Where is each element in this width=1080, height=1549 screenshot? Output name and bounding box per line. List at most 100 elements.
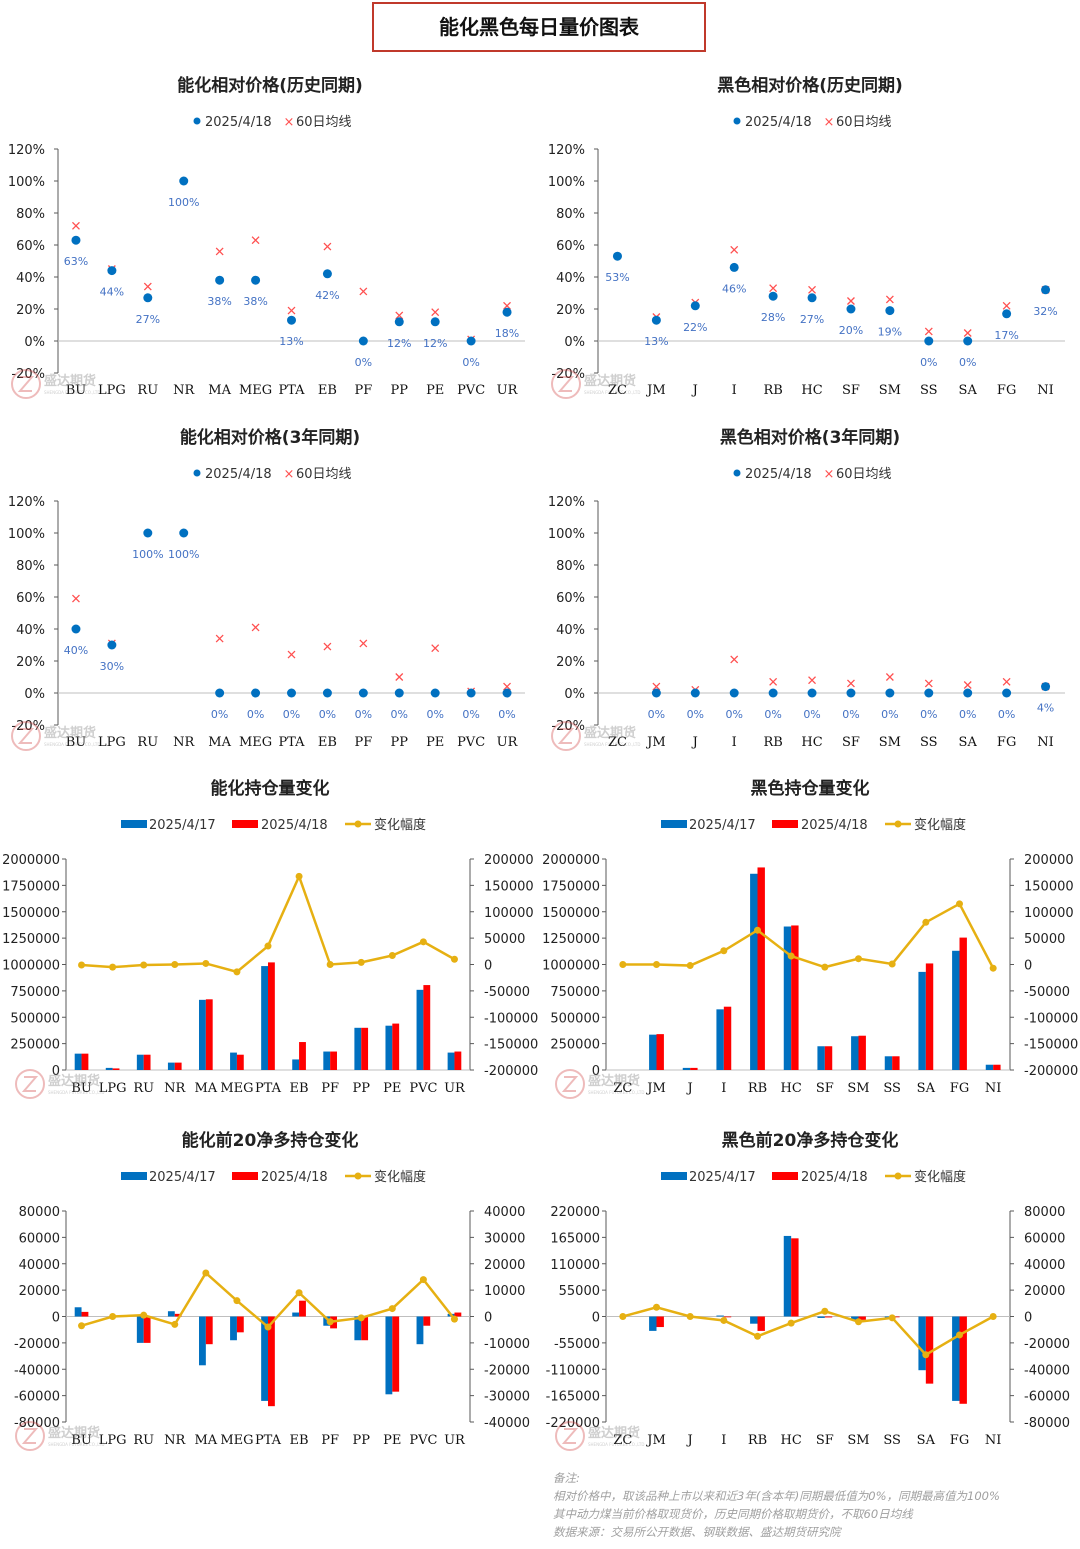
x-tick-label: LPG [98,735,126,750]
x-tick-label: LPG [99,1433,127,1448]
y-tick-label-left: 1500000 [2,906,60,921]
legend-label-curr: 2025/4/18 [801,818,868,833]
current-point [394,688,404,698]
x-tick-label: BU [71,1081,92,1096]
x-tick-label: PVC [409,1081,437,1096]
x-tick-label: BU [71,1433,92,1448]
data-label: 0% [920,708,937,721]
chem-net-chart: 能化前20净多持仓变化 2025/4/17 2025/4/18 变化幅度 80000 60… [0,1116,540,1461]
y-tick-label: 80% [16,207,45,222]
x-tick-label: PF [354,383,372,398]
y-tick-label: 120% [8,143,45,158]
current-point [287,315,296,325]
bar-curr [723,1316,732,1318]
y-tick-label-right: -50000 [484,985,530,1000]
watermark-icon-mark [557,376,575,392]
current-point [807,688,817,698]
bar-curr [959,937,967,1070]
ma60-mark [885,673,894,681]
legend-marker-ma60: × [284,467,295,482]
x-tick-label: MA [208,735,231,750]
data-label: 44% [100,286,124,299]
ma60-mark [730,245,739,254]
change-point [888,960,896,968]
current-point [729,262,739,272]
data-label: 0% [764,708,781,721]
bar-curr [791,1238,799,1317]
y-tick-label: 80% [556,559,585,574]
bar-curr [423,985,431,1070]
y-tick-label-right: -150000 [1024,1038,1078,1053]
y-tick-label-right: 20000 [1024,1284,1065,1299]
legend-swatch-prev [661,1172,687,1180]
ma60-mark [72,594,80,603]
ma60-mark [846,679,855,688]
data-label: 0% [998,708,1015,721]
y-tick-label: 20% [16,655,45,670]
current-point [502,688,512,698]
ferrous-net-chart: 黑色前20净多持仓变化 2025/4/17 2025/4/18 变化幅度 220000 1… [540,1116,1080,1461]
current-point [322,269,332,279]
bar-curr [268,1316,275,1407]
bar-prev [985,1064,994,1070]
current-point [651,315,661,325]
current-point [963,688,973,698]
ferrous-3y-svg: 黑色相对价格(3年同期) 2025/4/18 × 60日均线 120% 100% 80% 60… [548,427,1065,751]
y-tick-label-left: 500000 [10,1011,60,1026]
bar-prev [136,1316,144,1343]
y-tick-label-right: 0 [484,1311,492,1326]
y-tick-label: 100% [548,175,585,190]
ferrous-hist-svg: 黑色相对价格(历史同期) 2025/4/18 × 60日均线 120% 100% 80% 60… [548,75,1065,399]
bar-curr [236,1054,244,1070]
y-tick-label-right: 200000 [484,853,534,868]
watermark-icon-mark [561,1428,579,1444]
bar-prev [817,1316,825,1318]
y-tick-label-left: 1250000 [542,932,600,947]
x-tick-label: SF [842,735,860,750]
data-label: 22% [683,321,707,334]
x-tick-label: SS [920,383,938,398]
x-tick-label: I [732,383,737,398]
watermark-text: 盛达期货 [584,373,636,389]
y-tick-label-left: 110000 [550,1258,600,1273]
current-point [215,688,225,698]
y-tick-label: 80% [16,559,45,574]
bar-curr [205,1316,213,1345]
x-tick-label: PVC [457,383,485,398]
change-point [171,1320,179,1328]
bar-prev [783,926,792,1070]
y-tick-label-right: 40000 [484,1205,525,1220]
y-tick-label-left: 1750000 [2,879,60,894]
y-tick-label-right: -200000 [484,1064,538,1079]
x-tick-label: FG [950,1081,969,1096]
change-point [326,1318,334,1326]
change-point [754,1332,761,1340]
current-point [729,688,739,698]
watermark-subtext: SHENGDA FUTURES CO.,LTD [48,1442,104,1447]
x-tick-label: SM [879,383,901,398]
watermark-text: 盛达期货 [44,373,96,389]
current-point [358,688,368,698]
y-tick-label: 120% [8,495,45,510]
bar-curr [925,963,934,1070]
y-tick-label: 120% [548,495,585,510]
y-tick-label-left: 750000 [10,985,60,1000]
current-point [143,528,153,538]
change-point [388,952,396,960]
legend-label-ma60: 60日均线 [296,115,352,130]
x-tick-label: EB [290,1081,309,1096]
bar-curr [392,1023,400,1070]
watermark-subtext: SHENGDA FUTURES CO.,LTD [588,1442,644,1447]
current-point [430,688,440,698]
y-tick-label: 20% [556,655,585,670]
legend-marker-current [733,469,741,477]
x-tick-label: JM [645,1433,666,1448]
x-tick-label: ZC [613,1081,632,1096]
change-point [956,900,963,908]
y-tick-label: 0% [24,687,45,702]
current-point [1002,309,1012,319]
current-point [322,688,332,698]
current-point [143,293,153,303]
y-tick-label-right: 0 [484,959,492,974]
